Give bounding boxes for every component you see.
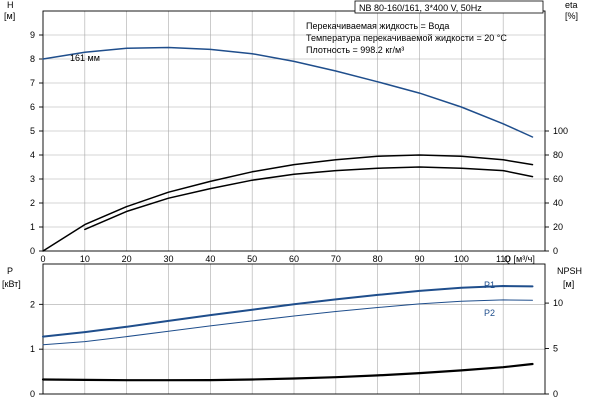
top-y-left-tick-label: 8: [30, 54, 35, 64]
bottom-series-2: [41, 362, 534, 382]
info-line-fluid: Перекачиваемая жидкость = Вода: [306, 21, 449, 31]
top-series-0: [42, 46, 534, 138]
bottom-y-right-label-1: NPSH: [557, 266, 582, 276]
top-y-right-tick-label: 60: [553, 174, 563, 184]
info-line-density: Плотность = 998.2 кг/м³: [306, 45, 404, 55]
x-tick-label: 50: [247, 254, 257, 264]
x-axis-label: Q [м³/ч]: [504, 254, 535, 264]
top-y-right-label-1: eta: [565, 0, 578, 10]
x-tick-label: 70: [331, 254, 341, 264]
top-y-left-tick-label: 1: [30, 222, 35, 232]
header-box: [354, 0, 544, 14]
top-y-right-tick-label: 20: [553, 222, 563, 232]
top-y-right-tick-label: 0: [553, 246, 558, 256]
x-tick-label: 10: [80, 254, 90, 264]
x-tick-label: 100: [454, 254, 469, 264]
top-y-right-tick-label: 100: [553, 126, 568, 136]
bottom-y-right-label-2: [м]: [563, 279, 574, 289]
top-y-left-tick-label: 3: [30, 174, 35, 184]
x-tick-label: 40: [205, 254, 215, 264]
top-y-left-tick-label: 5: [30, 126, 35, 136]
top-y-right-label-2: [%]: [565, 11, 578, 21]
x-tick-label: 20: [122, 254, 132, 264]
bottom-y-left-label-1: P: [7, 266, 13, 276]
top-series-1: [42, 154, 534, 252]
top-y-right-tick-label: 40: [553, 198, 563, 208]
x-tick-label: 60: [289, 254, 299, 264]
top-y-left-tick-label: 0: [30, 246, 35, 256]
x-tick-label: 30: [163, 254, 173, 264]
p1-curve-label: P1: [484, 280, 495, 290]
top-series-2: [84, 166, 534, 231]
bottom-y-left-tick-label: 2: [30, 299, 35, 309]
head-curve-label: 161 мм: [70, 53, 100, 63]
top-y-left-label-2: [м]: [4, 11, 15, 21]
top-y-left-label-1: H: [7, 0, 14, 10]
bottom-y-right-tick-label: 10: [553, 298, 563, 308]
top-y-left-tick-label: 4: [30, 150, 35, 160]
bottom-y-left-tick-label: 0: [30, 389, 35, 399]
top-y-left-tick-label: 2: [30, 198, 35, 208]
bottom-y-left-label-2: [кВт]: [2, 279, 21, 289]
bottom-y-right-tick-label: 0: [553, 389, 558, 399]
top-y-right-tick-label: 80: [553, 150, 563, 160]
x-tick-label: 80: [373, 254, 383, 264]
bottom-series-0: [42, 285, 534, 338]
bottom-y-left-tick-label: 1: [30, 344, 35, 354]
info-line-temperature: Температура перекачиваемой жидкости = 20…: [306, 33, 507, 43]
header-box-text: NB 80-160/161, 3*400 V, 50Hz: [359, 3, 482, 13]
bottom-y-right-tick-label: 5: [553, 344, 558, 354]
x-tick-label: 90: [414, 254, 424, 264]
x-tick-label: 110: [496, 254, 510, 264]
p2-curve-label: P2: [484, 308, 495, 318]
top-y-left-tick-label: 7: [30, 78, 35, 88]
x-tick-label: 0: [40, 254, 45, 264]
top-y-left-tick-label: 9: [30, 30, 35, 40]
bottom-plot-frame: [42, 263, 546, 395]
top-y-left-tick-label: 6: [30, 102, 35, 112]
bottom-series-1: [42, 299, 533, 346]
